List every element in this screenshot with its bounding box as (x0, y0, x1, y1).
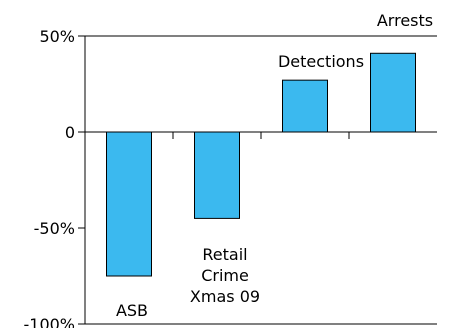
category-label: ASB (116, 301, 148, 320)
y-tick-label: -50% (34, 219, 75, 238)
bar-retail-crime-xmas-09 (194, 131, 240, 219)
bar-asb (106, 131, 152, 277)
category-label: Detections (278, 52, 364, 71)
bar-detections (282, 79, 328, 133)
category-label: Retail Crime Xmas 09 (190, 245, 260, 306)
chart-labels: ASB Retail Crime Xmas 09 Detections Arrests (116, 11, 433, 320)
bar-arrests (370, 52, 416, 133)
category-label: Arrests (377, 11, 433, 30)
chart-bars (106, 52, 416, 277)
y-tick-label: -100% (23, 315, 75, 328)
y-tick-label: 50% (39, 27, 75, 46)
y-tick-label: 0 (65, 123, 75, 142)
